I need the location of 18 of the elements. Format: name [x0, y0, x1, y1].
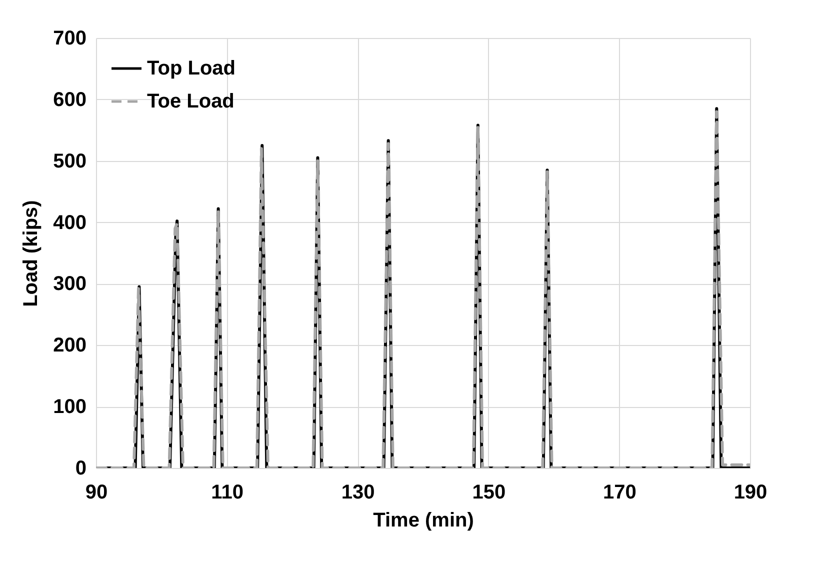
y-axis-title: Load (kips)	[20, 200, 42, 307]
legend-label: Toe Load	[147, 90, 234, 112]
x-axis-title: Time (min)	[373, 510, 474, 532]
y-tick-label: 700	[53, 28, 86, 50]
x-tick-label: 170	[603, 482, 636, 504]
y-tick-label: 200	[53, 334, 86, 357]
x-tick-label: 110	[211, 482, 244, 504]
y-tick-label: 600	[53, 88, 86, 111]
y-tick-label: 500	[53, 150, 86, 172]
x-tick-label: 90	[85, 482, 108, 504]
y-tick-label: 100	[53, 396, 86, 418]
y-tick-label: 400	[53, 212, 86, 234]
x-tick-label: 130	[341, 482, 375, 504]
y-tick-label: 300	[53, 273, 86, 296]
x-tick-label: 190	[734, 482, 768, 504]
x-tick-label: 150	[472, 482, 506, 504]
y-tick-label: 0	[75, 458, 86, 480]
legend-label: Top Load	[147, 58, 236, 80]
